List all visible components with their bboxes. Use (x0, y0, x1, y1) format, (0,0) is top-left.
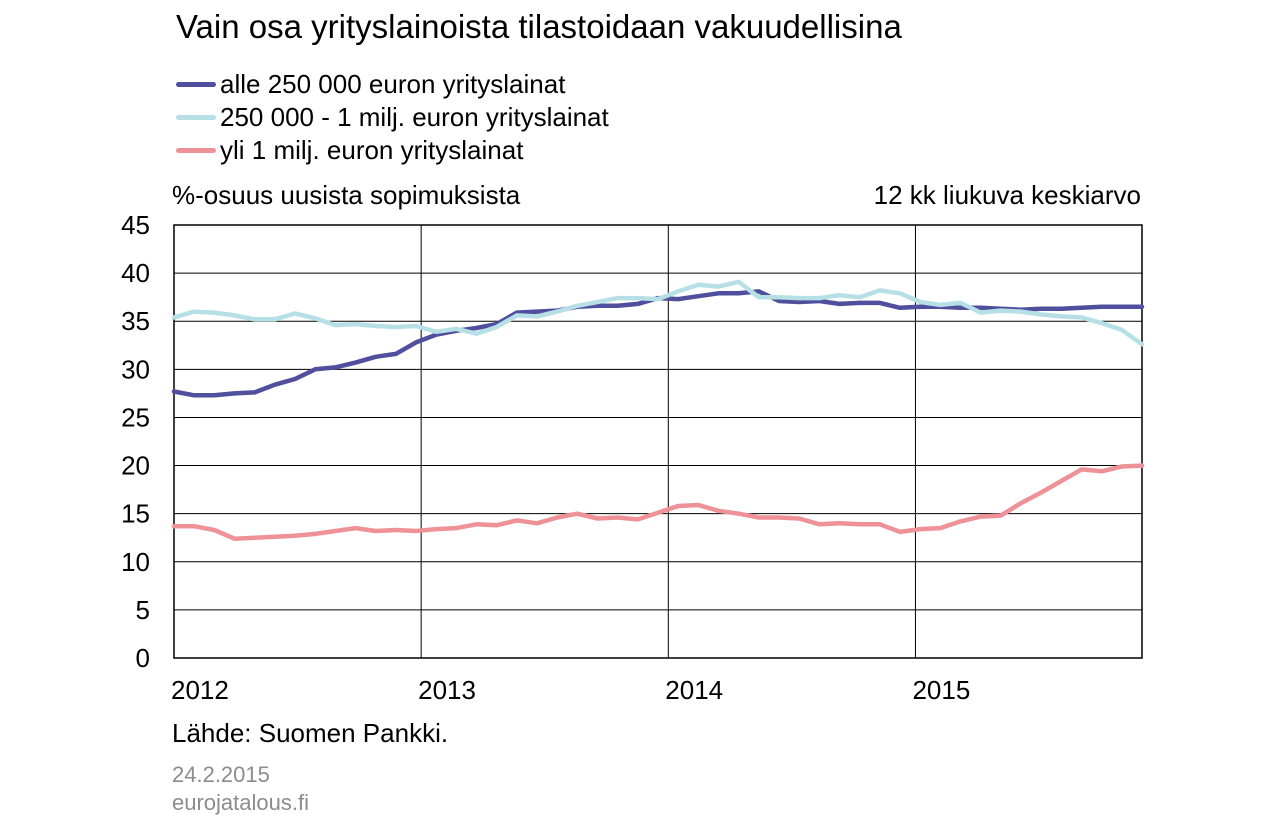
series-line (171, 289, 1145, 398)
legend-item: 250 000 - 1 milj. euron yrityslainat (176, 101, 609, 134)
y-tick-label: 15 (121, 499, 150, 529)
legend-swatch (176, 82, 216, 87)
y-tick-label: 25 (121, 402, 150, 432)
chart-note: 12 kk liukuva keskiarvo (873, 180, 1141, 210)
legend-label: alle 250 000 euron yrityslainat (220, 69, 566, 99)
y-tick-label: 30 (121, 354, 150, 384)
plot-frame (173, 224, 1143, 659)
legend-swatch (176, 115, 216, 120)
legend-item: yli 1 milj. euron yrityslainat (176, 134, 609, 167)
y-tick-label: 0 (136, 643, 150, 673)
y-tick-label: 45 (121, 210, 150, 240)
x-tick-label: 2012 (171, 675, 229, 705)
legend-label: 250 000 - 1 milj. euron yrityslainat (220, 102, 609, 132)
chart-title: Vain osa yrityslainoista tilastoidaan va… (176, 8, 902, 45)
y-axis-label: %-osuus uusista sopimuksista (172, 180, 521, 210)
publish-date: 24.2.2015 (172, 762, 270, 787)
source-note: Lähde: Suomen Pankki. (172, 718, 449, 748)
x-tick-label: 2013 (418, 675, 476, 705)
legend: alle 250 000 euron yrityslainat 250 000 … (176, 68, 609, 167)
y-tick-label: 35 (121, 306, 150, 336)
series-line (171, 463, 1145, 541)
legend-label: yli 1 milj. euron yrityslainat (220, 135, 524, 165)
series-line (171, 279, 1145, 347)
y-tick-label: 5 (136, 595, 150, 625)
y-tick-label: 10 (121, 547, 150, 577)
site-name: eurojatalous.fi (172, 790, 309, 815)
x-tick-label: 2014 (665, 675, 723, 705)
y-tick-label: 40 (121, 258, 150, 288)
y-tick-label: 20 (121, 451, 150, 481)
x-tick-label: 2015 (912, 675, 970, 705)
legend-swatch (176, 148, 216, 153)
legend-item: alle 250 000 euron yrityslainat (176, 68, 609, 101)
